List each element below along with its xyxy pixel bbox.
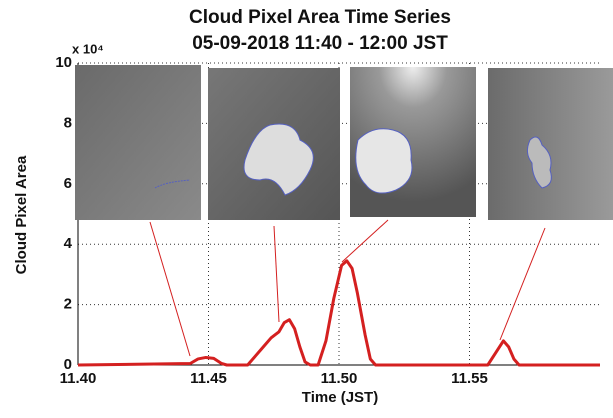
y-tick-label: 6 (64, 175, 72, 192)
chart-title: Cloud Pixel Area Time Series (189, 7, 451, 28)
callout-line (274, 226, 279, 322)
y-scale-label: x 10⁴ (72, 41, 104, 56)
chart: Cloud Pixel Area Time Series 05-09-2018 … (0, 0, 613, 413)
data-line (78, 261, 600, 365)
x-tick-label: 11.55 (451, 370, 488, 387)
x-tick-label: 11.40 (60, 370, 97, 387)
inset-image (488, 68, 613, 220)
y-tick-label: 10 (55, 54, 72, 71)
callout-line (342, 220, 388, 262)
callout-lines (150, 220, 545, 356)
y-axis-label: Cloud Pixel Area (13, 155, 30, 274)
callout-line (500, 228, 545, 340)
y-tick-label: 8 (64, 114, 72, 131)
callout-line (150, 222, 190, 356)
y-tick-label: 4 (64, 235, 73, 252)
x-tick-label: 11.50 (321, 370, 358, 387)
chart-subtitle: 05-09-2018 11:40 - 12:00 JST (192, 33, 448, 54)
cloud (356, 129, 412, 193)
inset-images (75, 65, 613, 220)
inset-image (75, 65, 201, 220)
y-tick-label: 2 (64, 296, 72, 313)
x-axis-label: Time (JST) (302, 389, 378, 406)
x-tick-label: 11.45 (190, 370, 227, 387)
